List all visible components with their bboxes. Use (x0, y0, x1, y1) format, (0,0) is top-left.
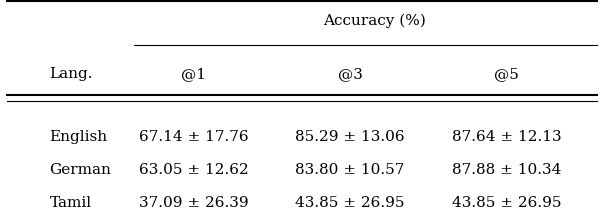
Text: 37.09 ± 26.39: 37.09 ± 26.39 (139, 196, 249, 210)
Text: 87.64 ± 12.13: 87.64 ± 12.13 (452, 130, 561, 144)
Text: German: German (50, 163, 111, 177)
Text: 83.80 ± 10.57: 83.80 ± 10.57 (295, 163, 405, 177)
Text: @5: @5 (494, 67, 519, 81)
Text: 63.05 ± 12.62: 63.05 ± 12.62 (139, 163, 249, 177)
Text: Tamil: Tamil (50, 196, 92, 210)
Text: @3: @3 (338, 67, 362, 81)
Text: Lang.: Lang. (50, 67, 93, 81)
Text: English: English (50, 130, 108, 144)
Text: 85.29 ± 13.06: 85.29 ± 13.06 (295, 130, 405, 144)
Text: Accuracy (%): Accuracy (%) (323, 14, 426, 28)
Text: @1: @1 (181, 67, 207, 81)
Text: 43.85 ± 26.95: 43.85 ± 26.95 (295, 196, 405, 210)
Text: 67.14 ± 17.76: 67.14 ± 17.76 (139, 130, 249, 144)
Text: 43.85 ± 26.95: 43.85 ± 26.95 (452, 196, 561, 210)
Text: 87.88 ± 10.34: 87.88 ± 10.34 (452, 163, 561, 177)
